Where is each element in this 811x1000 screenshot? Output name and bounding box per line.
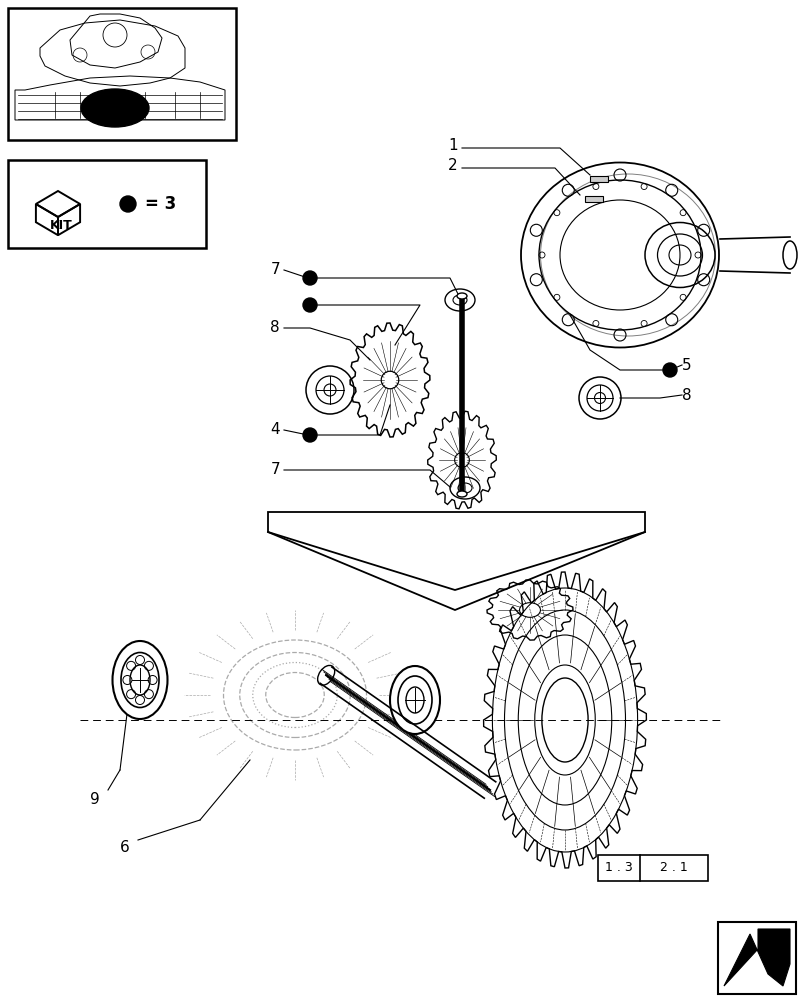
Bar [590,176,607,182]
Circle shape [303,271,316,285]
Text: 8: 8 [681,387,691,402]
Polygon shape [723,929,789,986]
Ellipse shape [457,293,466,299]
Bar [717,922,795,994]
Text: 4: 4 [270,422,280,438]
Text: 1: 1 [448,138,457,153]
Ellipse shape [457,491,466,497]
Bar [8,160,206,248]
Text: 9: 9 [90,792,100,807]
Text: 7: 7 [270,262,280,277]
Ellipse shape [113,641,167,719]
Circle shape [663,363,676,377]
Text: 2 . 1: 2 . 1 [659,861,687,874]
Text: 8: 8 [270,320,280,336]
Circle shape [120,196,135,212]
Text: = 3: = 3 [145,195,176,213]
Text: 1 . 3: 1 . 3 [604,861,632,874]
Text: 6: 6 [120,840,130,855]
Circle shape [303,298,316,312]
Text: 7: 7 [270,462,280,478]
Text: 5: 5 [681,358,691,372]
Bar [584,196,603,202]
Ellipse shape [389,666,440,734]
Ellipse shape [81,89,148,127]
Text: KIT: KIT [49,219,72,232]
Text: 2: 2 [448,158,457,173]
Circle shape [303,428,316,442]
Bar [597,855,707,881]
Bar [8,8,236,140]
